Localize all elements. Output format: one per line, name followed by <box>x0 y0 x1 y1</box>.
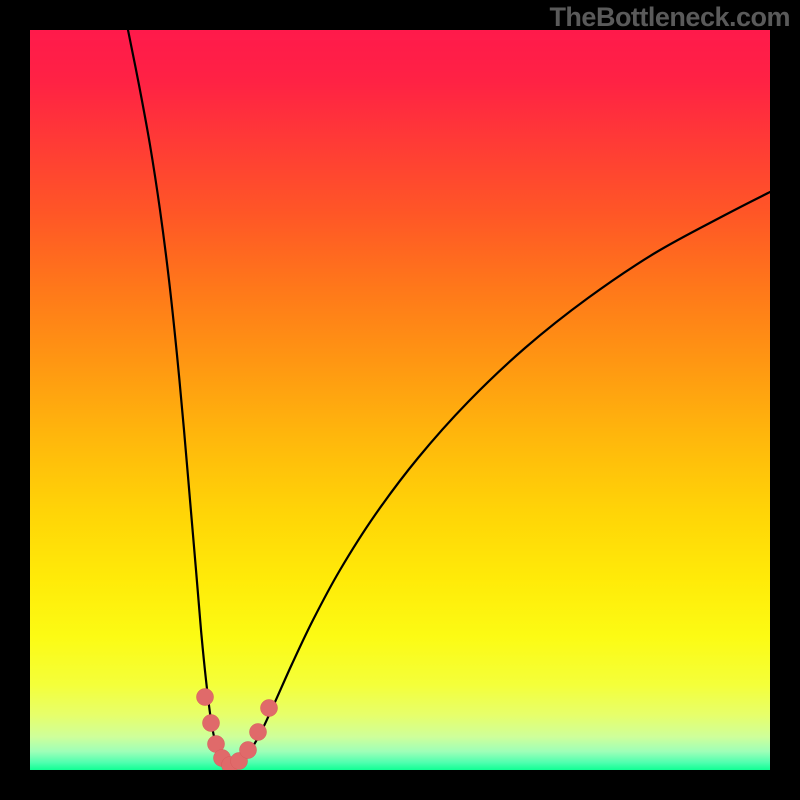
gradient-background <box>30 30 770 770</box>
plot-frame <box>770 0 800 800</box>
plot-frame <box>0 770 800 800</box>
marker-dot <box>240 742 257 759</box>
plot-frame <box>0 0 30 800</box>
marker-dot <box>203 715 220 732</box>
marker-dot <box>197 689 214 706</box>
watermark-text: TheBottleneck.com <box>549 2 790 33</box>
marker-dot <box>250 724 267 741</box>
marker-dot <box>261 700 278 717</box>
